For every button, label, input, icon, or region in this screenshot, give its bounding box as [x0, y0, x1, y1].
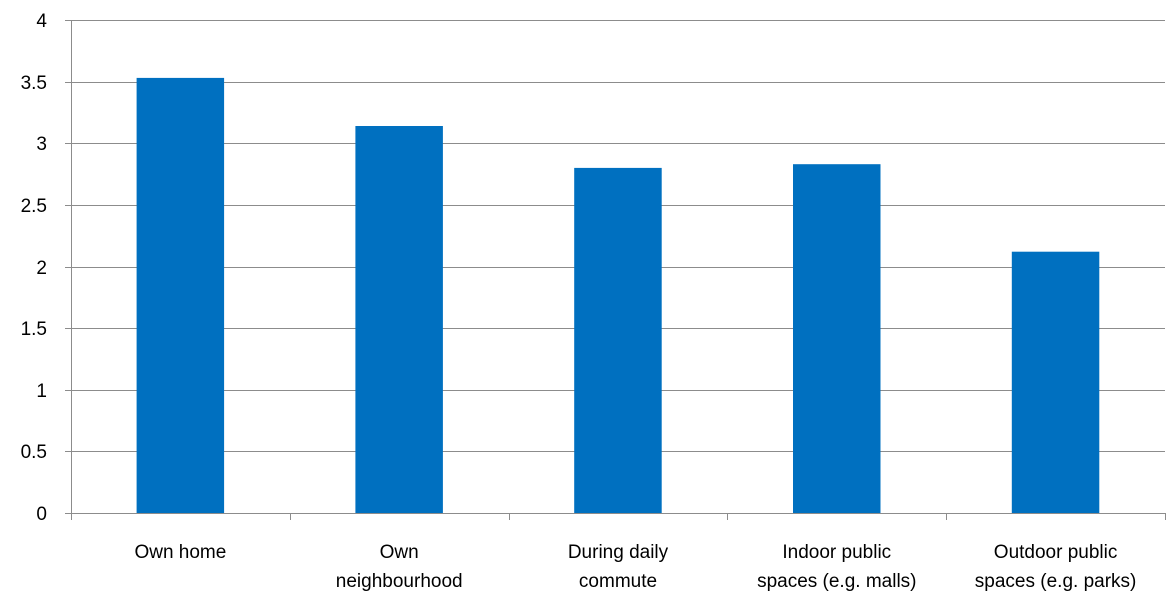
y-tick-label: 2: [36, 258, 47, 279]
bar: [355, 126, 443, 513]
x-tick-label-line: neighbourhood: [336, 571, 463, 592]
bar: [574, 167, 662, 513]
y-tick-label: 1.5: [21, 319, 47, 340]
y-tick-label: 3: [36, 134, 47, 155]
x-tick-label-line: Indoor public: [782, 542, 891, 563]
y-tick-label: 1: [36, 381, 47, 402]
y-tick-label: 3.5: [21, 73, 47, 94]
axes: [65, 20, 1166, 520]
bar: [1011, 251, 1100, 513]
x-tick-label-line: During daily: [568, 542, 669, 563]
y-tick-labels: 0 0.5 1 1.5 2 2.5 3 3.5 4: [21, 11, 48, 525]
y-tick-label: 0.5: [21, 442, 47, 463]
y-tick-label: 4: [36, 11, 47, 32]
bars: [136, 77, 1100, 514]
x-tick-label-line: Outdoor public: [994, 542, 1118, 563]
x-tick-labels: Own home Own neighbourhood During daily comm…: [134, 542, 1136, 592]
x-tick-label: Outdoor public spaces (e.g. parks): [975, 542, 1137, 592]
x-tick-label-line: spaces (e.g. parks): [975, 571, 1137, 592]
x-tick-label-line: Own: [380, 542, 419, 563]
bar: [793, 164, 881, 513]
y-tick-label: 2.5: [21, 196, 47, 217]
x-tick-label: During daily commute: [568, 542, 669, 592]
x-tick-label-line: spaces (e.g. malls): [757, 571, 916, 592]
x-tick-label-line: Own home: [134, 542, 226, 563]
bar: [136, 77, 225, 514]
y-tick-label: 0: [36, 504, 47, 525]
x-tick-label: Indoor public spaces (e.g. malls): [757, 542, 916, 592]
x-tick-label-line: commute: [579, 571, 657, 592]
x-tick-label: Own neighbourhood: [336, 542, 463, 592]
x-tick-label: Own home: [134, 542, 226, 563]
